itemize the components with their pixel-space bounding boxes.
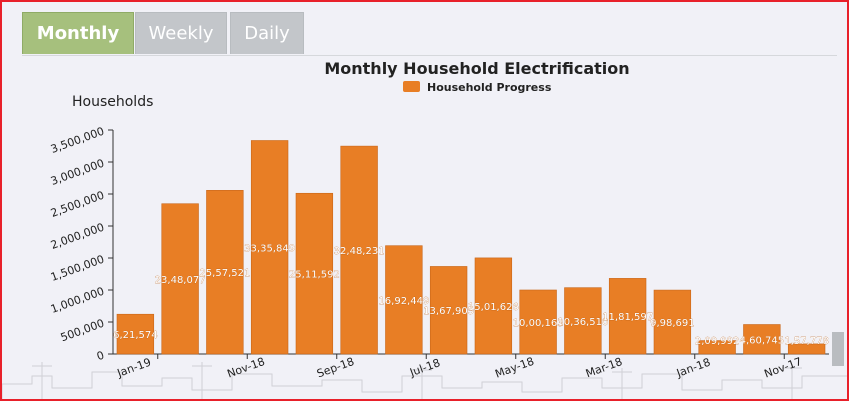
bar-value-label: 10,36,510 [557, 317, 608, 328]
bar-value-label: 1,57,778 [784, 336, 829, 347]
y-tick-label: 500,000 [59, 317, 106, 345]
bar [250, 140, 289, 355]
bar-value-label: 25,57,521 [199, 268, 250, 279]
bar [429, 266, 468, 355]
skyline-decoration [2, 362, 847, 399]
x-tick-label: Jan-19 [115, 356, 153, 381]
bar [608, 278, 647, 355]
legend-label: Household Progress [427, 81, 552, 94]
x-tick-label: Nov-17 [762, 355, 803, 381]
x-tick-label: Mar-18 [584, 355, 624, 380]
bar [474, 257, 513, 355]
bar-value-label: 15,01,626 [468, 302, 519, 313]
x-tick-label: Jul-18 [407, 356, 442, 379]
bar [385, 245, 423, 355]
bar-value-label: 9,98,691 [650, 318, 695, 329]
bar-value-label: 13,67,905 [423, 306, 474, 317]
bar [519, 289, 557, 355]
bar [161, 203, 199, 355]
bar-value-label: 32,48,231 [334, 246, 385, 257]
bar [564, 287, 602, 355]
scroll-handle[interactable] [832, 332, 844, 366]
x-tick-label: Nov-18 [225, 355, 266, 381]
y-tick-label: 2,500,000 [49, 189, 106, 220]
y-tick-label: 1,500,000 [49, 253, 106, 284]
y-tick-label: 2,000,000 [49, 221, 106, 252]
x-tick-label: Jan-18 [674, 356, 712, 381]
tab-divider [22, 55, 837, 56]
tab-weekly[interactable]: Weekly [135, 12, 227, 54]
bar-value-label: 33,35,849 [244, 243, 295, 254]
bar-value-label: 6,21,574 [113, 330, 158, 341]
bar [698, 340, 736, 355]
y-tick-label: 1,000,000 [49, 285, 106, 316]
bar-value-label: 25,11,592 [289, 270, 340, 281]
bar-value-label: 2,09,992 [695, 336, 740, 347]
bar [743, 324, 781, 355]
y-tick-label: 3,000,000 [49, 157, 106, 188]
chart-legend[interactable]: Household Progress [403, 81, 551, 97]
y-axis-label: Households [72, 94, 154, 110]
bar [206, 190, 244, 355]
tab-daily[interactable]: Daily [230, 12, 304, 54]
legend-swatch [403, 81, 420, 92]
bar [787, 343, 826, 355]
x-tick-label: Sep-18 [315, 355, 356, 380]
bar [340, 145, 378, 355]
bar-value-label: 11,81,597 [602, 312, 653, 323]
y-tick-label: 3,500,000 [49, 125, 106, 156]
bar-value-label: 16,92,449 [378, 296, 429, 307]
tab-monthly[interactable]: Monthly [22, 12, 134, 54]
bar-value-label: 4,60,745 [740, 335, 785, 346]
bar-value-label: 10,00,163 [513, 318, 564, 329]
chart-title: Monthly Household Electrification [324, 59, 630, 78]
bar [116, 313, 155, 355]
bar-value-label: 23,48,077 [155, 275, 206, 286]
x-tick-label: May-18 [493, 355, 536, 381]
bar [653, 289, 692, 355]
y-tick-label: 0 [95, 349, 106, 364]
bar [295, 192, 334, 355]
